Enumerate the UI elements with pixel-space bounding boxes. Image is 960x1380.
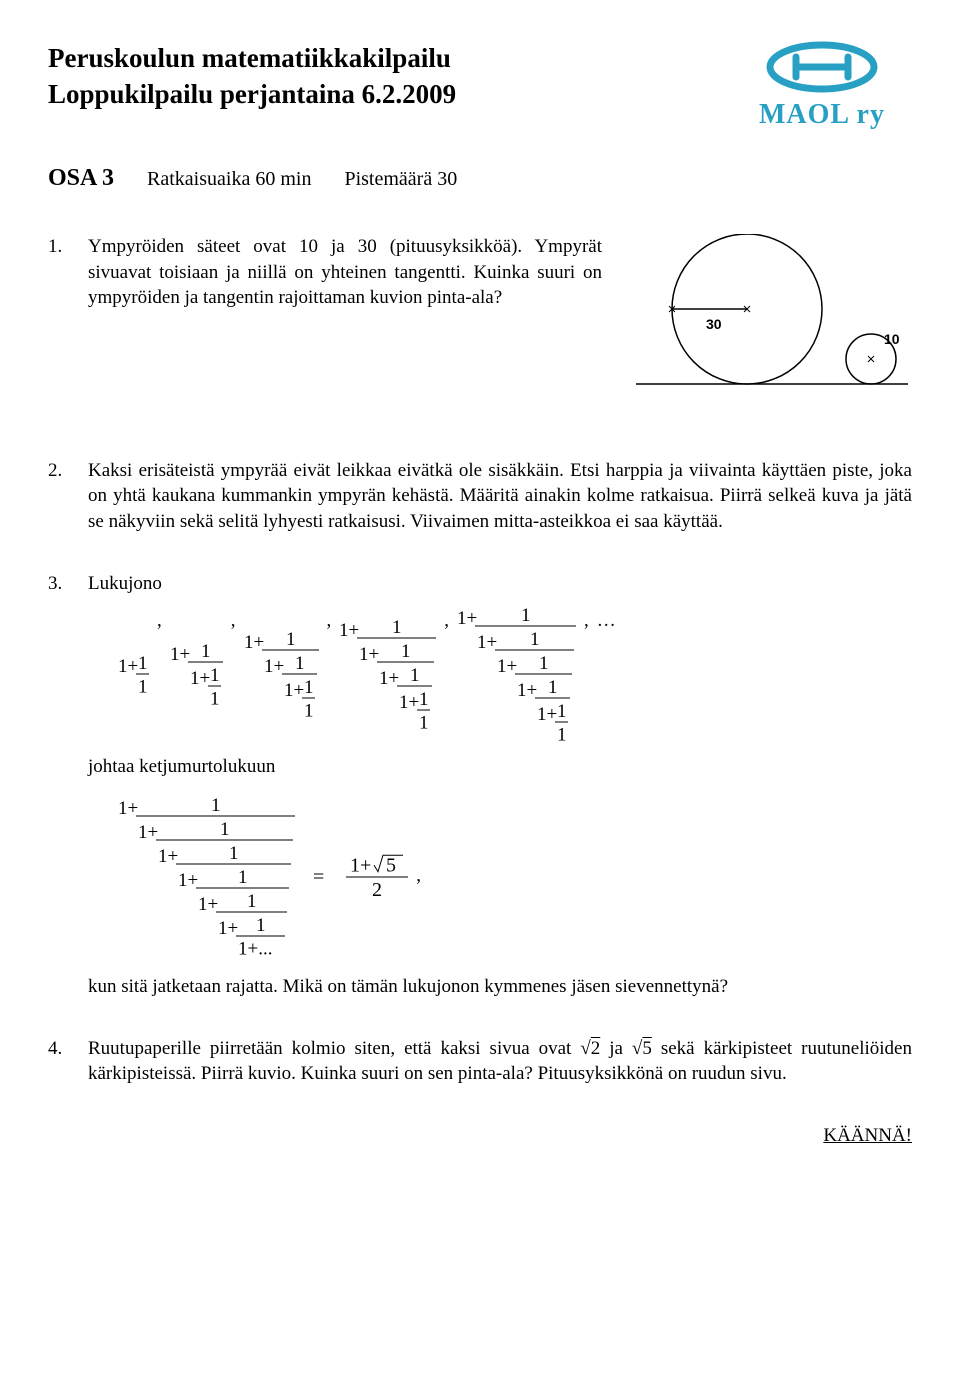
turn-page-label: KÄÄNNÄ! xyxy=(48,1123,912,1149)
section-info: OSA 3 Ratkaisuaika 60 min Pistemäärä 30 xyxy=(48,162,912,194)
svg-text:1: 1 xyxy=(256,915,266,936)
svg-text:1+: 1+ xyxy=(170,644,190,665)
problem-2-text: Kaksi erisäteistä ympyrää eivät leikkaa … xyxy=(88,458,912,535)
points-label: Pistemäärä 30 xyxy=(344,168,457,190)
problem-3-leadin: Lukujono xyxy=(88,571,912,597)
problem-1-number: 1. xyxy=(48,234,88,260)
problem-3-mid: johtaa ketjumurtolukuun xyxy=(88,754,912,780)
problem-2-number: 2. xyxy=(48,458,88,484)
svg-text:1: 1 xyxy=(211,795,221,816)
svg-text:1+: 1+ xyxy=(158,846,178,867)
maol-logo: MAOL ry xyxy=(732,40,912,134)
svg-text:1: 1 xyxy=(138,677,148,698)
svg-text:1: 1 xyxy=(548,678,558,699)
svg-text:1+: 1+ xyxy=(537,704,557,725)
svg-text:1+: 1+ xyxy=(178,870,198,891)
svg-text:1: 1 xyxy=(401,642,411,663)
svg-text:1+: 1+ xyxy=(244,632,264,653)
equals-sign: = xyxy=(313,867,324,887)
problem-2: 2. Kaksi erisäteistä ympyrää eivät leikk… xyxy=(48,458,912,535)
svg-text:1+: 1+ xyxy=(198,894,218,915)
svg-text:1: 1 xyxy=(530,630,540,651)
svg-text:1: 1 xyxy=(210,689,220,710)
svg-text:1: 1 xyxy=(220,819,230,840)
svg-text:1: 1 xyxy=(304,701,314,722)
svg-text:5: 5 xyxy=(386,855,396,877)
svg-text:10: 10 xyxy=(884,331,900,347)
problem-3-after: kun sitä jatketaan rajatta. Mikä on tämä… xyxy=(88,974,912,1000)
svg-text:1+: 1+ xyxy=(379,668,399,689)
title-line-1: Peruskoulun matematiikkakilpailu xyxy=(48,40,732,76)
svg-text:1: 1 xyxy=(539,654,549,675)
svg-text:1+: 1+ xyxy=(339,620,359,641)
svg-text:1: 1 xyxy=(138,654,148,675)
svg-text:1: 1 xyxy=(557,725,567,746)
svg-text:1: 1 xyxy=(521,606,531,627)
svg-text:1+: 1+ xyxy=(118,656,138,677)
svg-text:1: 1 xyxy=(286,630,296,651)
problem-3-number: 3. xyxy=(48,571,88,597)
problem-1: 1. Ympyröiden säteet ovat 10 ja 30 (pitu… xyxy=(48,234,912,422)
svg-text:1+: 1+ xyxy=(284,680,304,701)
problem-4: 4. Ruutupaperille piirretään kolmio site… xyxy=(48,1036,912,1087)
problem-4-number: 4. xyxy=(48,1036,88,1062)
svg-text:1+...: 1+... xyxy=(238,939,272,960)
svg-text:1: 1 xyxy=(201,642,211,663)
svg-text:1+: 1+ xyxy=(218,918,238,939)
problem-1-text: Ympyröiden säteet ovat 10 ja 30 (pituusy… xyxy=(88,234,602,422)
svg-text:2: 2 xyxy=(372,879,382,901)
problem-1-figure: 30 10 xyxy=(632,234,912,422)
maol-logo-text: MAOL ry xyxy=(759,96,885,134)
svg-text:1: 1 xyxy=(392,618,402,639)
svg-text:1: 1 xyxy=(247,891,257,912)
svg-text:1: 1 xyxy=(238,867,248,888)
svg-text:1: 1 xyxy=(557,702,567,723)
svg-text:1: 1 xyxy=(295,654,305,675)
maol-logo-icon xyxy=(762,40,882,94)
svg-text:1+: 1+ xyxy=(118,798,138,819)
svg-text:1+: 1+ xyxy=(138,822,158,843)
svg-text:1+: 1+ xyxy=(359,644,379,665)
svg-text:1: 1 xyxy=(410,666,420,687)
svg-text:1: 1 xyxy=(229,843,239,864)
svg-text:1+: 1+ xyxy=(350,855,371,877)
svg-text:30: 30 xyxy=(706,316,722,332)
title-line-2: Loppukilpailu perjantaina 6.2.2009 xyxy=(48,76,732,112)
problem-3: 3. Lukujono 1+11,1+11+11,1+11+11+11,1+11… xyxy=(48,571,912,1000)
title-block: Peruskoulun matematiikkakilpailu Loppuki… xyxy=(48,40,732,113)
continued-fraction-limit: 1+11+11+11+11+11+11+... = 1+52, xyxy=(118,794,912,960)
svg-text:1+: 1+ xyxy=(457,608,477,629)
svg-text:1+: 1+ xyxy=(190,668,210,689)
svg-text:1+: 1+ xyxy=(477,632,497,653)
svg-text:1: 1 xyxy=(304,678,314,699)
svg-text:1+: 1+ xyxy=(399,692,419,713)
time-label: Ratkaisuaika 60 min xyxy=(147,168,311,190)
svg-text:1+: 1+ xyxy=(517,680,537,701)
svg-text:1: 1 xyxy=(210,666,220,687)
svg-text:1: 1 xyxy=(419,713,429,734)
svg-text:1+: 1+ xyxy=(264,656,284,677)
problem-4-text: Ruutupaperille piirretään kolmio siten, … xyxy=(88,1036,912,1087)
continued-fraction-sequence: 1+11,1+11+11,1+11+11+11,1+11+11+11+11,1+… xyxy=(118,604,912,746)
part-label: OSA 3 xyxy=(48,165,114,191)
svg-text:1: 1 xyxy=(419,690,429,711)
svg-text:1+: 1+ xyxy=(497,656,517,677)
